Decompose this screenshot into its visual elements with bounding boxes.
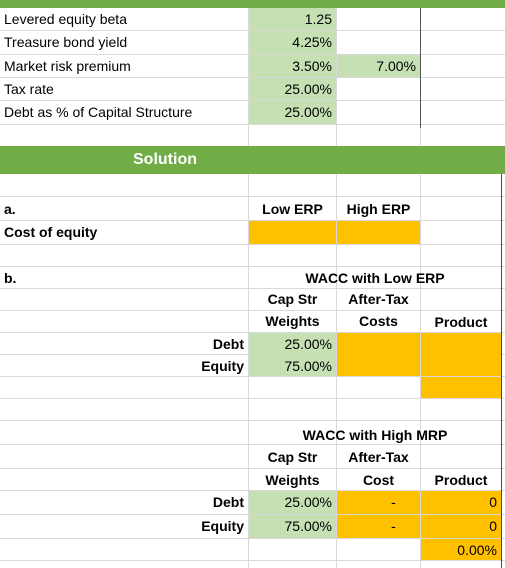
high-equity-product-cell[interactable]: 0 (421, 515, 501, 538)
low-equity-cost-cell[interactable] (337, 355, 420, 376)
part-b-label: b. (4, 270, 17, 286)
high-cap-str-header: Cap Str (267, 449, 318, 465)
input-value-beta[interactable]: 1.25 (249, 8, 336, 30)
input-label-beta: Levered equity beta (4, 11, 127, 27)
input-label-tax: Tax rate (4, 81, 54, 97)
low-debt-label: Debt (212, 336, 244, 352)
high-product-header: Product (434, 472, 488, 488)
low-equity-label: Equity (201, 358, 244, 374)
input-value-mrp-low[interactable]: 3.50% (249, 55, 336, 77)
low-weights-header: Weights (265, 313, 320, 329)
high-after-tax-header: After-Tax (348, 449, 409, 465)
part-a-label: a. (4, 201, 16, 217)
high-equity-weight[interactable]: 75.00% (249, 515, 336, 538)
low-after-tax-header: After-Tax (348, 291, 409, 307)
high-debt-weight[interactable]: 25.00% (249, 491, 336, 514)
high-cost-header: Cost (362, 472, 395, 488)
high-debt-label: Debt (212, 494, 244, 510)
high-weights-header: Weights (265, 472, 320, 488)
input-label-bond-yield: Treasure bond yield (4, 34, 128, 50)
high-wacc-total-cell[interactable]: 0.00% (421, 539, 501, 560)
cost-of-equity-low-cell[interactable] (249, 221, 336, 244)
low-wacc-total-cell[interactable] (421, 377, 501, 398)
top-header-band (0, 0, 505, 8)
input-label-debt-pct: Debt as % of Capital Structure (4, 104, 193, 120)
col-low-erp: Low ERP (262, 201, 323, 217)
high-debt-cost-cell[interactable]: - (337, 491, 420, 514)
input-value-tax[interactable]: 25.00% (249, 78, 336, 100)
cost-of-equity-high-cell[interactable] (337, 221, 420, 244)
low-equity-weight[interactable]: 75.00% (249, 355, 336, 376)
low-costs-header: Costs (359, 313, 398, 329)
low-debt-weight[interactable]: 25.00% (249, 333, 336, 355)
low-debt-cost-cell[interactable] (337, 333, 420, 355)
high-equity-cost-cell[interactable]: - (337, 515, 420, 538)
wacc-low-title: WACC with Low ERP (305, 270, 445, 286)
col-high-erp: High ERP (346, 201, 411, 217)
high-debt-product-cell[interactable]: 0 (421, 491, 501, 514)
input-value-bond-yield[interactable]: 4.25% (249, 31, 336, 54)
wacc-high-title: WACC with High MRP (302, 427, 448, 443)
input-value-mrp-high[interactable]: 7.00% (337, 55, 420, 77)
input-value-debt-pct[interactable]: 25.00% (249, 101, 336, 124)
low-debt-product-cell[interactable] (421, 333, 501, 355)
low-equity-product-cell[interactable] (421, 355, 501, 376)
low-product-header: Product (434, 314, 488, 330)
cost-of-equity-label: Cost of equity (4, 224, 98, 240)
low-cap-str-header: Cap Str (267, 291, 318, 307)
solution-title: Solution (133, 151, 197, 168)
high-equity-label: Equity (201, 518, 244, 534)
solution-header-band (0, 146, 505, 174)
input-label-mrp: Market risk premium (4, 58, 131, 74)
